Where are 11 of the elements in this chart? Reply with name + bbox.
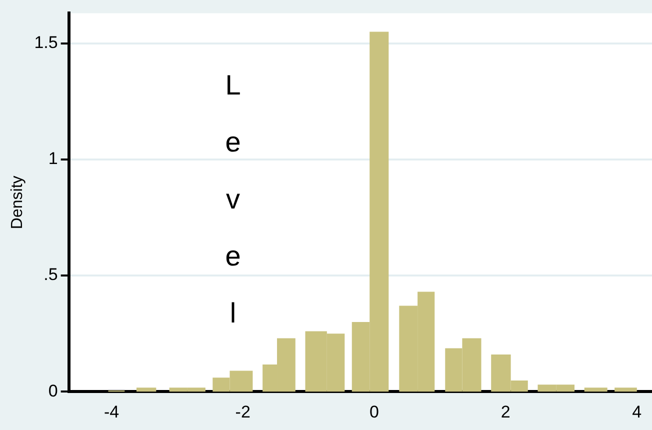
y-tick-label: 1.5 xyxy=(34,33,58,52)
x-tick-label: 2 xyxy=(500,402,510,422)
x-tick-label: -2 xyxy=(235,402,250,422)
x-tick-label: 4 xyxy=(632,402,642,422)
y-tick-label: 0 xyxy=(48,381,58,400)
y-tick-label: .5 xyxy=(44,265,58,284)
y-tick-label: 1 xyxy=(48,149,58,168)
y-axis-title: Density xyxy=(9,176,26,230)
x-tick-label: -4 xyxy=(104,402,120,422)
annotation: Level xyxy=(225,70,241,329)
x-tick-label: 0 xyxy=(369,402,379,422)
